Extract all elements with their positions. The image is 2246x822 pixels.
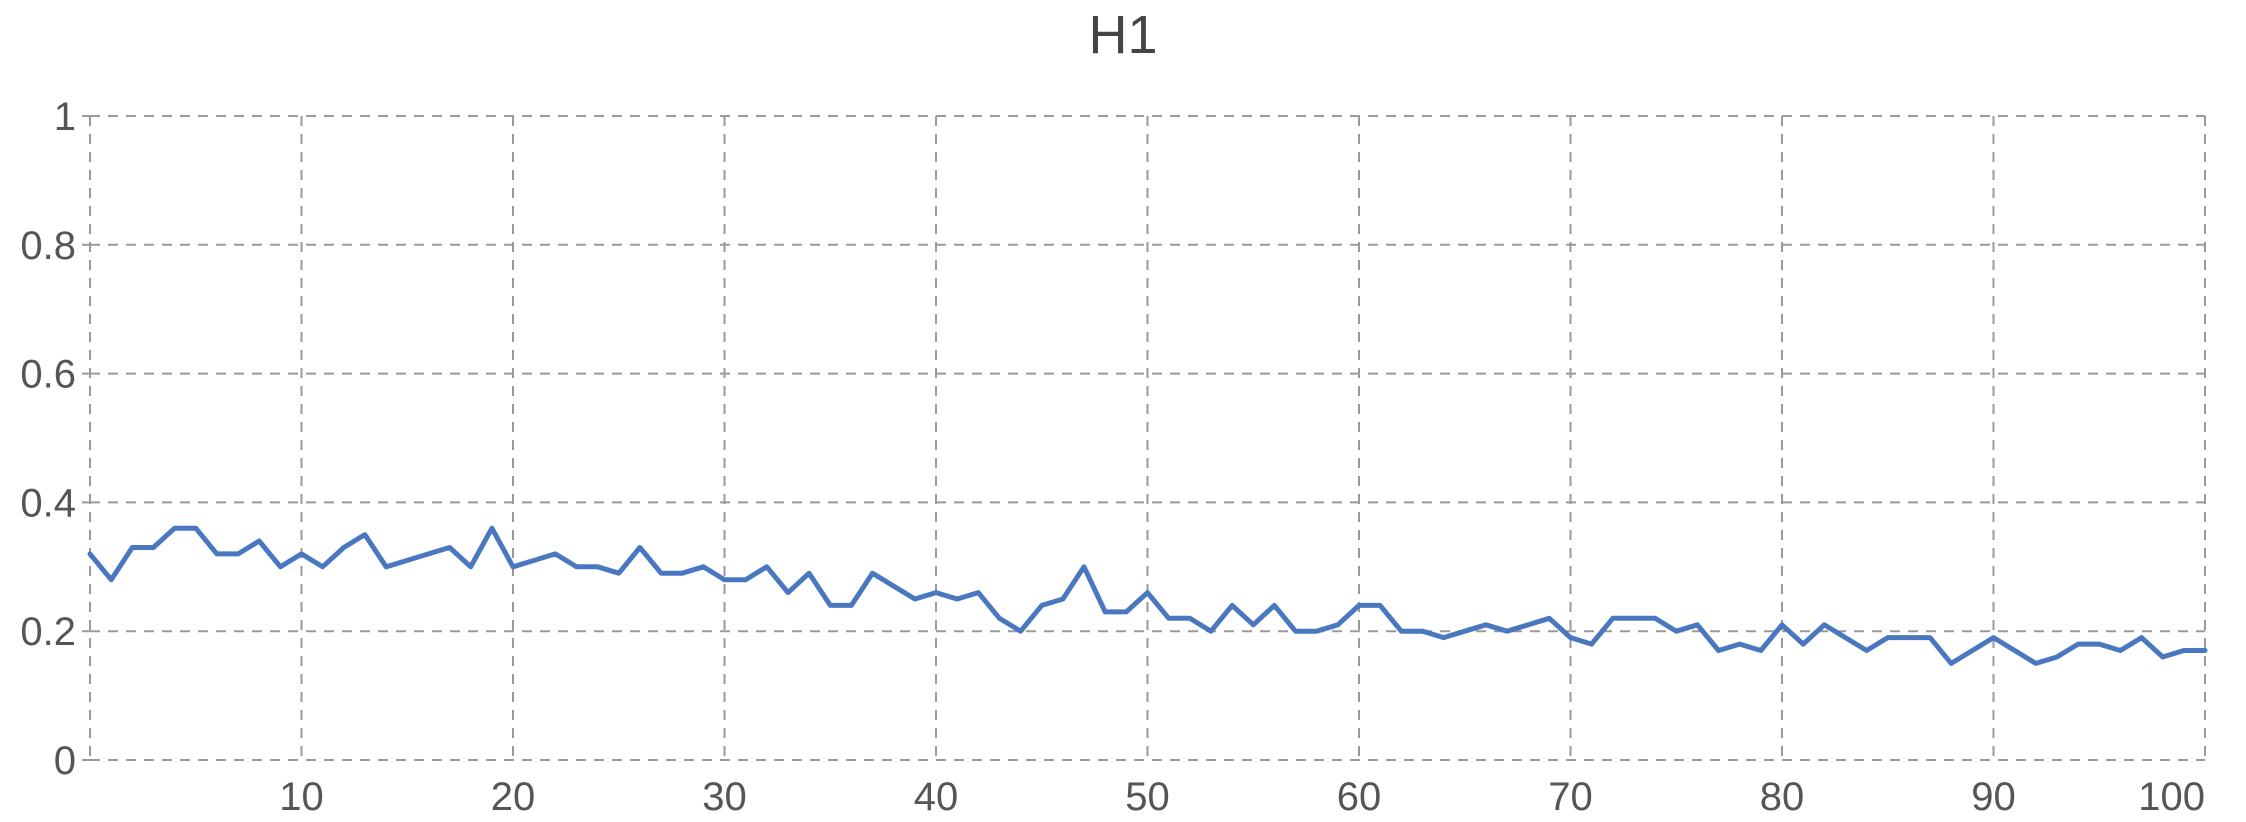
x-tick-label: 80 [1760,775,1805,819]
series-layer [87,525,2208,666]
y-tick-label: 0.4 [20,481,76,525]
y-tick-label: 0.2 [20,610,76,654]
y-tick-label: 0.8 [20,224,76,268]
x-tick-label: 40 [914,775,959,819]
x-tick-label: 90 [1971,775,2016,819]
x-tick-label: 10 [279,775,324,819]
y-tick-label: 1 [54,95,76,139]
x-tick-label: 20 [491,775,536,819]
axis-layer [82,115,2205,761]
tick-label-layer: 0 0.2 0.4 0.6 0.8 1 10 20 30 40 50 60 70 80 90 100 [20,95,2205,819]
grid-layer [90,115,2206,760]
x-tick-label: 30 [702,775,747,819]
series-line [87,525,2208,666]
y-tick-label: 0.6 [20,353,76,397]
chart-title: H1 [1088,5,1158,65]
x-tick-label: 60 [1337,775,1382,819]
y-tick-label: 0 [54,739,76,783]
x-tick-label: 50 [1125,775,1170,819]
x-tick-label: 100 [2138,775,2205,819]
x-tick-label: 70 [1548,775,1593,819]
